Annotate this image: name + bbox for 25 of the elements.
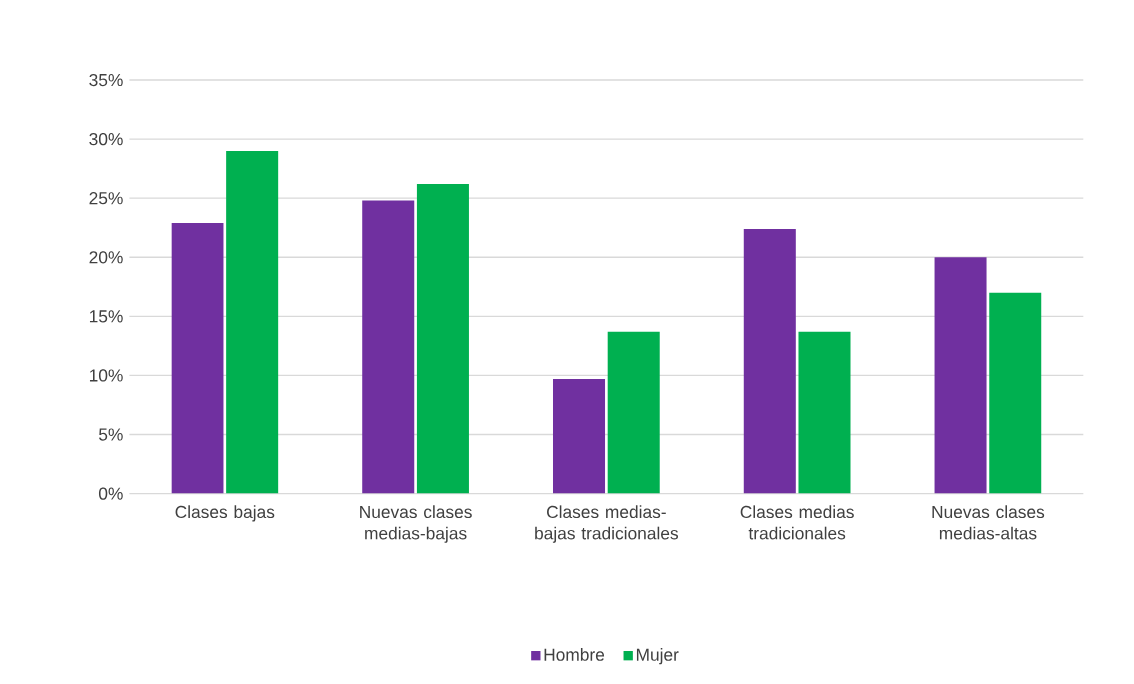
bar	[226, 150, 279, 494]
bar	[607, 331, 660, 494]
y-tick-label: 25%	[89, 191, 123, 205]
x-tick-label: Clases medias-bajas tradicionales	[535, 505, 679, 543]
x-tick-label: Clases bajas	[175, 505, 275, 522]
x-tick-label: Nuevas clases medias-altas	[932, 505, 1045, 540]
y-tick-label: 20%	[89, 250, 123, 264]
bar	[798, 331, 851, 494]
x-tick-label: Clases medias tradicionales	[740, 505, 854, 540]
bar	[362, 200, 415, 494]
y-tick-label: 10%	[89, 369, 123, 382]
y-tick-label: 30%	[89, 132, 123, 146]
legend-label: Hombre	[544, 647, 605, 661]
y-tick-label: 5%	[98, 428, 123, 441]
bar	[934, 257, 987, 494]
x-tick-label: Nuevas clases medias-bajas	[360, 505, 472, 543]
bar	[171, 222, 224, 494]
bar	[743, 228, 796, 494]
y-tick-label: 35%	[89, 73, 123, 86]
bar	[989, 292, 1042, 494]
y-tick-label: 15%	[89, 310, 123, 323]
bar	[553, 378, 606, 494]
bar	[416, 183, 469, 494]
y-tick-label: 0%	[98, 487, 123, 500]
legend-label: Mujer	[636, 647, 679, 665]
